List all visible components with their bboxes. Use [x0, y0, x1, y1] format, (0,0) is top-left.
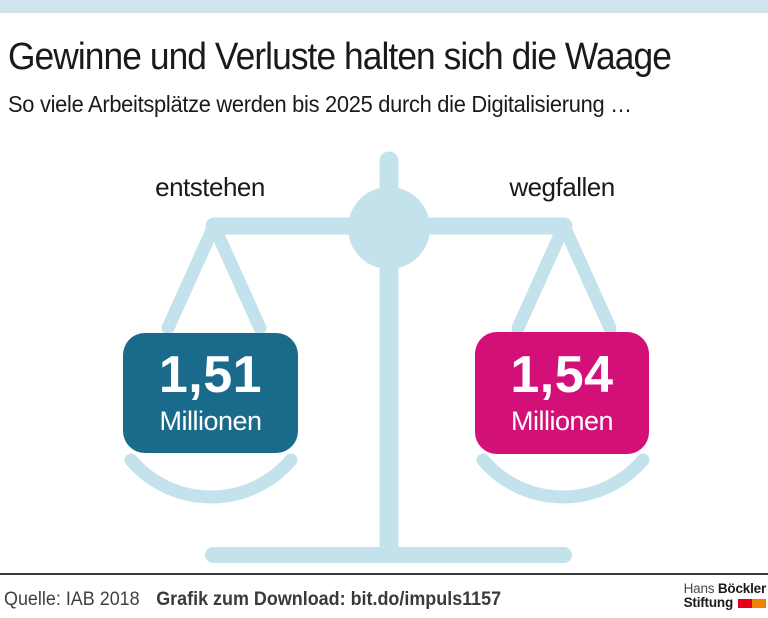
logo-stiftung-text: Stiftung	[683, 595, 734, 610]
footer-text-row: Quelle: IAB 2018 Grafik zum Download: bit…	[4, 588, 501, 611]
value-jobs-lost: 1,54	[510, 346, 614, 405]
unit-jobs-lost: Millionen	[510, 405, 614, 436]
value-box-jobs-created: 1,51 Millionen	[123, 333, 298, 453]
value-box-jobs-lost: 1,54 Millionen	[475, 332, 649, 454]
scale-leg-left-outer	[161, 219, 221, 335]
scale-leg-left-inner	[207, 219, 267, 335]
logo-name-regular: Hans	[683, 581, 715, 596]
logo-square-red-icon	[738, 599, 752, 608]
scale-pan-right	[476, 453, 650, 504]
logo-line-1: Hans Böckler	[683, 581, 767, 596]
footer-divider	[0, 573, 768, 575]
scale-pan-left	[124, 453, 298, 504]
logo-name-bold: Böckler	[717, 581, 766, 596]
hans-boeckler-logo: Hans Böckler Stiftung	[683, 581, 767, 610]
scale-leg-right-outer	[557, 219, 617, 335]
unit-jobs-created: Millionen	[159, 405, 262, 436]
source-text: Quelle: IAB 2018	[4, 588, 140, 610]
label-jobs-lost: wegfallen	[509, 172, 615, 202]
value-jobs-created: 1,51	[158, 346, 263, 405]
page-title: Gewinne und Verluste halten sich die Waa…	[8, 36, 672, 78]
logo-line-2: Stiftung	[684, 596, 766, 610]
download-text: Grafik zum Download: bit.do/impuls1157	[156, 588, 502, 610]
top-accent-strip	[0, 0, 768, 13]
page-subtitle: So viele Arbeitsplätze werden bis 2025 d…	[8, 91, 632, 117]
scale-pivot	[348, 187, 430, 269]
logo-square-orange-icon	[752, 599, 766, 608]
scale-leg-right-inner	[511, 219, 571, 335]
label-jobs-created: entstehen	[155, 172, 265, 202]
